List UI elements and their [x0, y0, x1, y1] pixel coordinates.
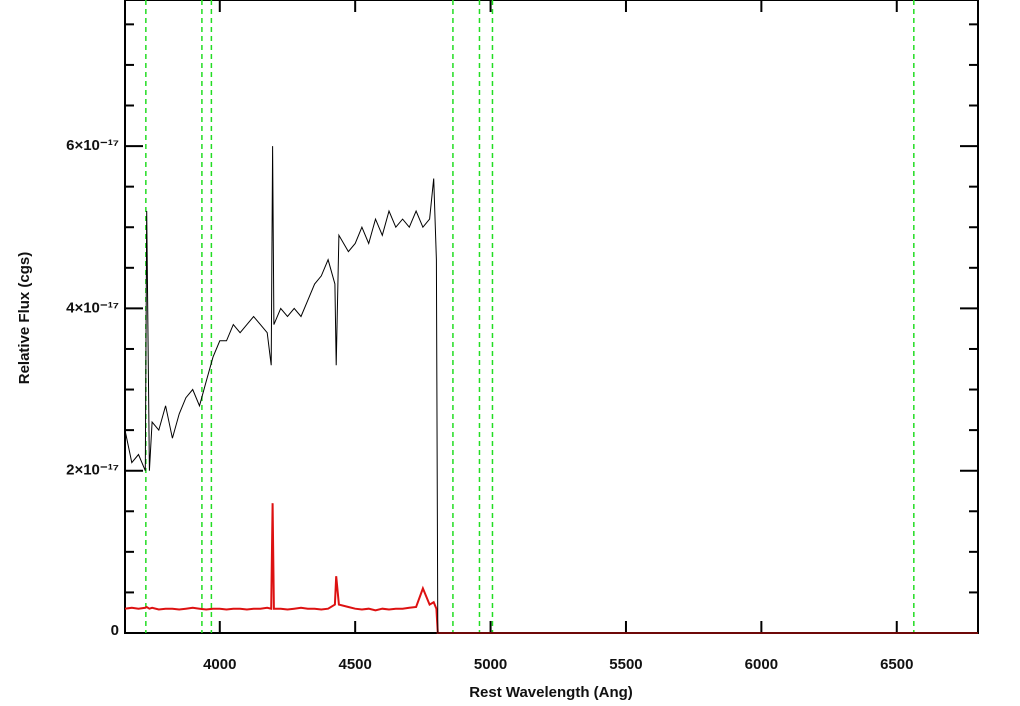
- y-tick-label: 4×10⁻¹⁷: [66, 299, 119, 316]
- y-tick-label: 0: [111, 622, 119, 639]
- y-tick-label: 6×10⁻¹⁷: [66, 137, 119, 154]
- x-tick-label: 6000: [745, 656, 778, 673]
- plot-frame: [124, 0, 979, 634]
- spectrum-line: [124, 503, 978, 634]
- x-axis-title: Rest Wavelength (Ang): [469, 684, 633, 701]
- x-tick-label: 5000: [474, 656, 507, 673]
- x-tick-label: 4000: [203, 656, 236, 673]
- y-tick-label: 2×10⁻¹⁷: [66, 462, 119, 479]
- x-tick-label: 4500: [338, 656, 371, 673]
- x-tick-label: 5500: [609, 656, 642, 673]
- x-tick-label: 6500: [880, 656, 913, 673]
- y-axis-title: Relative Flux (cgs): [16, 252, 33, 385]
- spectrum-line: [124, 146, 978, 634]
